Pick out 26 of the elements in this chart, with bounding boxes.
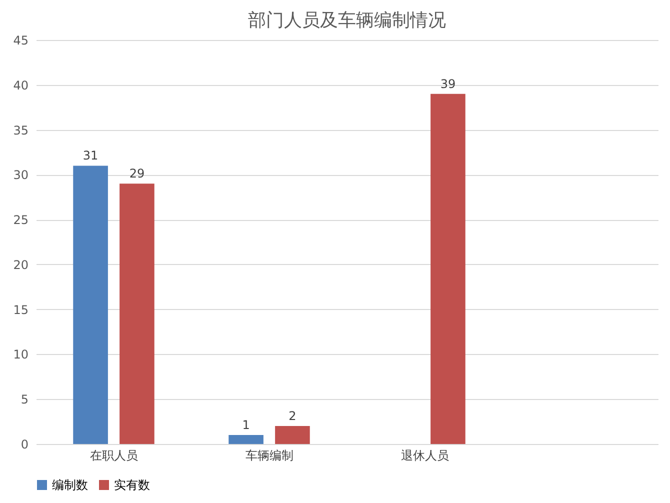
x-tick-label: 在职人员 [90, 448, 138, 462]
data-label: 39 [440, 76, 456, 91]
data-label: 2 [288, 409, 296, 424]
y-tick-label: 10 [13, 348, 28, 362]
y-tick-label: 25 [13, 213, 28, 228]
y-tick-label: 45 [13, 34, 28, 48]
data-label: 29 [129, 166, 145, 181]
bar [275, 426, 310, 444]
chart-title: 部门人员及车辆编制情况 [248, 10, 446, 31]
bar [73, 166, 108, 444]
y-tick-label: 40 [13, 78, 28, 92]
y-tick-label: 35 [13, 123, 28, 138]
bar [228, 435, 264, 444]
x-tick-label: 车辆编制 [245, 448, 294, 462]
bar [120, 184, 154, 444]
y-tick-label: 30 [13, 168, 28, 182]
x-tick-label: 退休人员 [400, 448, 449, 462]
y-tick-label: 15 [13, 302, 28, 317]
y-tick-label: 5 [20, 392, 28, 407]
legend-label: 编制数 [52, 478, 88, 492]
data-label: 31 [82, 148, 98, 163]
data-label: 1 [242, 418, 250, 432]
y-tick-label: 0 [20, 438, 28, 452]
bar [430, 94, 466, 444]
legend-label: 实有数 [114, 478, 150, 492]
y-tick-label: 20 [13, 258, 28, 272]
